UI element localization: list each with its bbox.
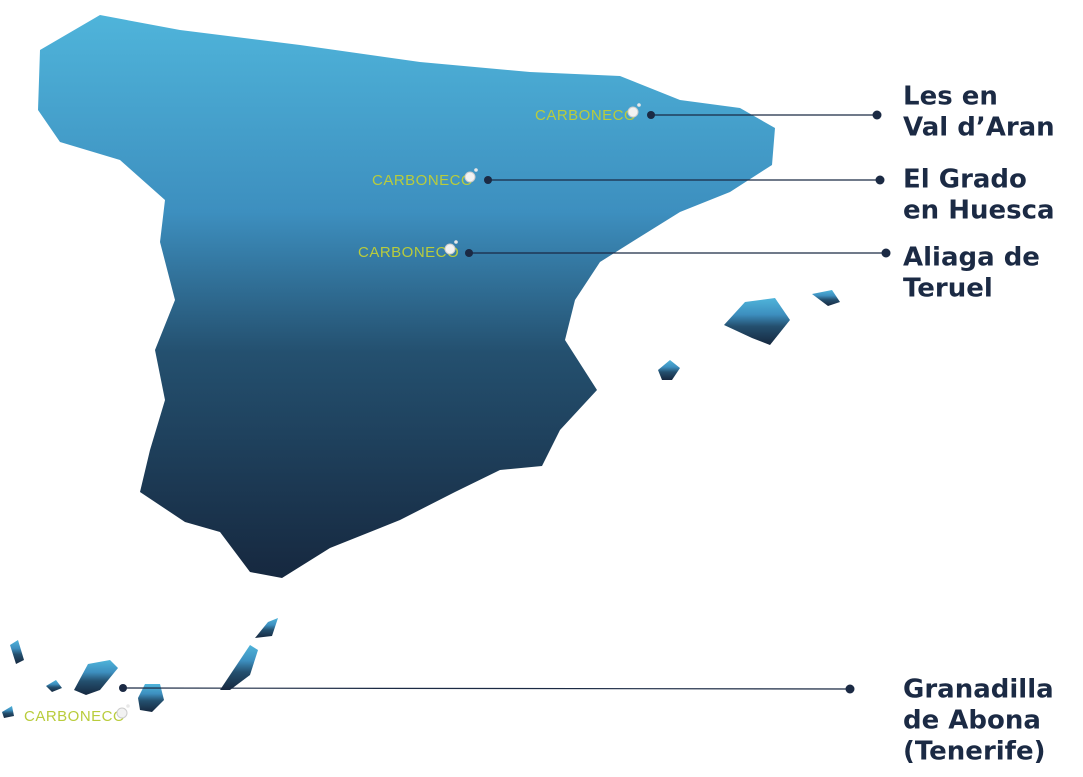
label-dot xyxy=(875,175,885,185)
mainland xyxy=(38,15,775,578)
location-label: Aliaga de xyxy=(903,243,1040,273)
location-label: Teruel xyxy=(903,274,993,304)
brand-label: CARBONECO xyxy=(358,244,459,261)
location-label: Granadilla xyxy=(903,675,1054,705)
menorca xyxy=(812,290,840,306)
leader-line xyxy=(122,687,851,690)
label-dot xyxy=(872,110,882,120)
mallorca xyxy=(724,298,790,345)
location-dot xyxy=(119,684,127,692)
la-gomera xyxy=(46,680,62,692)
ibiza xyxy=(658,360,680,380)
brand-label: CARBONECO xyxy=(24,708,125,725)
brand-label: CARBONECO xyxy=(535,107,636,124)
lanzarote xyxy=(255,618,278,638)
tenerife xyxy=(74,660,118,695)
location-label: El Grado xyxy=(903,165,1027,195)
spain-map xyxy=(2,15,840,718)
brand-label: CARBONECO xyxy=(372,172,473,189)
location-dot xyxy=(647,111,655,119)
brand-logo-spark xyxy=(637,103,641,107)
label-dot xyxy=(845,684,855,694)
location-dot xyxy=(465,249,473,257)
location-label: Les en xyxy=(903,82,998,112)
el-hierro xyxy=(2,706,14,718)
brand-logo-spark xyxy=(474,168,478,172)
location-label: en Huesca xyxy=(903,196,1055,226)
label-dot xyxy=(881,248,891,258)
brand-logo-dot xyxy=(444,243,456,255)
location-label: Val d’Aran xyxy=(903,113,1055,143)
gran-canaria xyxy=(138,684,164,712)
brand-logo-dot xyxy=(627,106,639,118)
location-label: (Tenerife) xyxy=(903,737,1046,767)
fuerteventura xyxy=(220,645,258,690)
location-label: de Abona xyxy=(903,706,1041,736)
location-dot xyxy=(484,176,492,184)
brand-logo-spark xyxy=(126,704,130,708)
brand-logo-dot xyxy=(116,707,128,719)
la-palma xyxy=(10,640,24,664)
brand-logo-dot xyxy=(464,171,476,183)
brand-logo-spark xyxy=(454,240,458,244)
